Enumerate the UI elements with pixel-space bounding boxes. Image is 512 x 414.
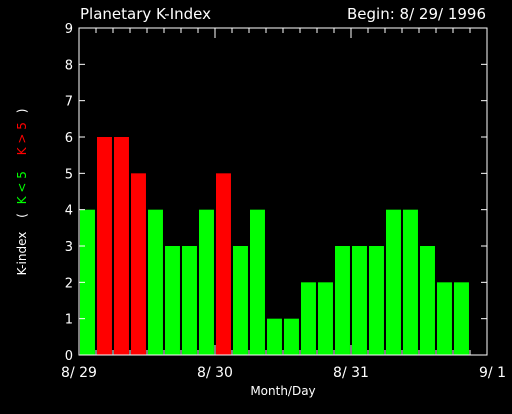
- k-index-bar: [97, 137, 112, 355]
- ticks-layer: [78, 27, 488, 356]
- x-tick-label: 8/ 30: [197, 365, 233, 381]
- k-index-bar: [420, 246, 435, 355]
- k-index-bar: [114, 137, 129, 355]
- x-tick-label: 8/ 29: [61, 365, 97, 381]
- k-index-bar: [352, 246, 367, 355]
- k-index-bar: [318, 282, 333, 355]
- x-axis-label: Month/Day: [250, 384, 315, 398]
- k-index-bar: [386, 209, 401, 355]
- y-axis-label-prefix: K-index: [15, 232, 29, 276]
- k-index-bar: [165, 246, 180, 355]
- y-axis-label-low: K < 5: [15, 171, 29, 204]
- x-tick-label: 8/ 31: [333, 365, 369, 381]
- k-index-bar: [148, 209, 163, 355]
- k-index-bar: [335, 246, 350, 355]
- k-index-bar: [250, 209, 265, 355]
- k-index-bar: [437, 282, 452, 355]
- y-tick-label: 2: [65, 276, 73, 291]
- begin-date-label: Begin: 8/ 29/ 1996: [347, 5, 486, 23]
- k-index-bar: [284, 318, 299, 355]
- k-index-bar: [301, 282, 316, 355]
- k-index-bar: [369, 246, 384, 355]
- k-index-bar: [454, 282, 469, 355]
- y-tick-label: 6: [65, 131, 73, 146]
- y-axis-label: K-index ( K < 5 K > 5 ): [15, 109, 29, 276]
- k-index-bar: [267, 318, 282, 355]
- y-axis-label-open: (: [15, 213, 29, 218]
- y-tick-label: 0: [65, 349, 73, 364]
- labels-layer: 0 1 2 3 4 5 6 7 8 9 8/ 29 8/ 30 8/ 31 9/ 1: [61, 22, 506, 381]
- chart-title: Planetary K-Index: [80, 5, 211, 23]
- y-axis-label-close: ): [15, 109, 29, 114]
- y-tick-label: 3: [65, 240, 73, 255]
- x-tick-label: 9/ 1: [479, 365, 506, 381]
- k-index-bar: [216, 173, 231, 355]
- y-tick-label: 5: [65, 167, 73, 182]
- k-index-bar: [233, 246, 248, 355]
- k-index-bar: [182, 246, 197, 355]
- y-tick-label: 9: [65, 22, 73, 37]
- k-index-bar: [199, 209, 214, 355]
- y-tick-label: 8: [65, 58, 73, 73]
- k-index-bar: [131, 173, 146, 355]
- bars-layer: [80, 137, 469, 355]
- y-axis-label-high: K > 5: [15, 122, 29, 155]
- k-index-bar: [403, 209, 418, 355]
- y-tick-label: 4: [65, 204, 73, 219]
- y-tick-label: 1: [65, 313, 73, 328]
- y-tick-label: 7: [65, 95, 73, 110]
